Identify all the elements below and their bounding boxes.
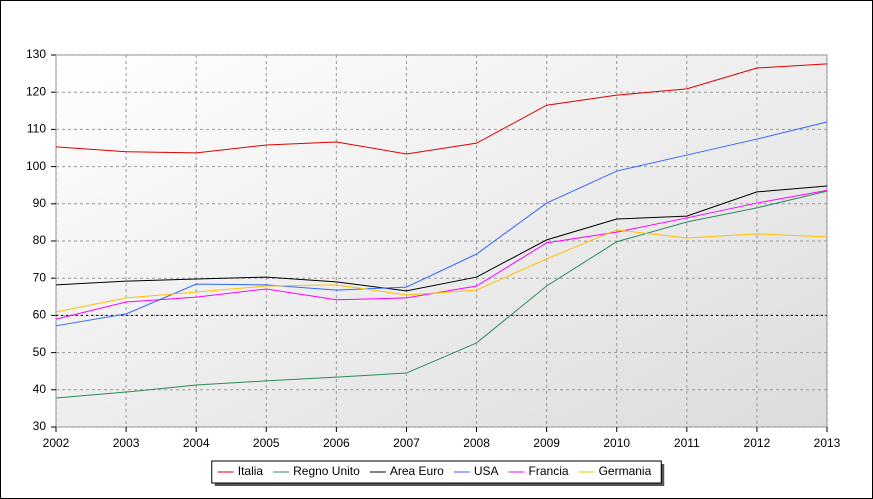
legend-label: USA — [474, 464, 499, 478]
x-tick-label: 2010 — [603, 436, 630, 450]
x-tick-label: 2002 — [43, 436, 70, 450]
series-line — [55, 189, 828, 320]
legend-label: Italia — [238, 464, 264, 478]
y-tick-label: 110 — [27, 122, 46, 136]
series-line — [55, 121, 828, 327]
x-tick-label: 2008 — [463, 436, 490, 450]
series-line — [55, 190, 828, 399]
y-tick-label: 120 — [26, 84, 46, 98]
x-tick-label: 2013 — [814, 436, 841, 450]
legend: Italia Regno Unito Area Euro USA Francia Germ… — [211, 460, 665, 486]
x-tick-label: 2009 — [533, 436, 560, 450]
y-tick-label: 30 — [33, 419, 47, 433]
x-tick-label: 2007 — [393, 436, 420, 450]
y-tick-label: 60 — [33, 308, 47, 322]
x-tick-label: 2005 — [253, 436, 280, 450]
x-tick-label: 2004 — [183, 436, 210, 450]
series-line — [55, 185, 828, 292]
y-tick-label: 70 — [33, 270, 47, 284]
y-tick-label: 40 — [33, 382, 47, 396]
y-tick-label: 130 — [26, 47, 46, 61]
series-line — [55, 229, 828, 313]
legend-label: Francia — [529, 464, 569, 478]
legend-box — [211, 460, 662, 484]
legend-label: Regno Unito — [293, 464, 360, 478]
x-tick-label: 2011 — [674, 436, 700, 450]
y-tick-label: 50 — [33, 345, 47, 359]
y-tick-label: 90 — [33, 196, 47, 210]
legend-label: Area Euro — [390, 464, 444, 478]
legend-label: Germania — [599, 464, 652, 478]
x-tick-label: 2012 — [744, 436, 771, 450]
y-tick-label: 100 — [26, 159, 46, 173]
series-line — [55, 63, 828, 155]
x-tick-label: 2003 — [113, 436, 140, 450]
x-tick-label: 2006 — [323, 436, 350, 450]
y-tick-label: 80 — [33, 233, 47, 247]
